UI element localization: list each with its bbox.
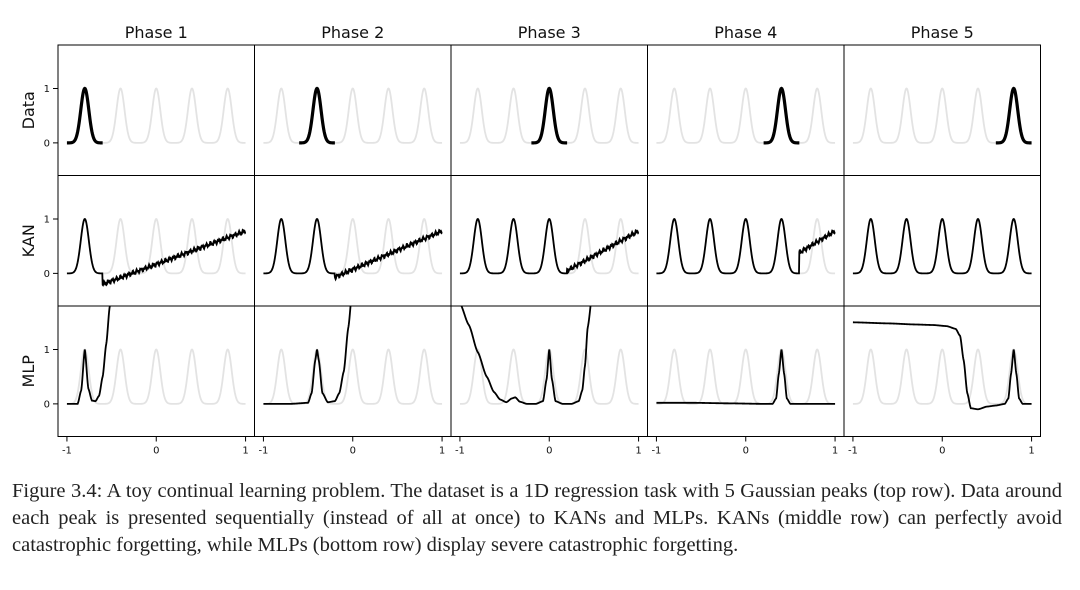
panel-border [647,305,845,437]
x-tick-label: -1 [455,446,465,457]
kan-prediction-line [263,217,443,282]
row-label-data: Data [19,91,38,129]
data-peak-line [299,86,335,145]
panel-data-phase-1 [66,86,246,145]
x-tick-label: 1 [832,446,838,457]
panel-kan-phase-5 [852,217,1032,275]
panel-border [254,305,452,437]
reference-peaks-line [852,217,1032,275]
kan-prediction-line [852,217,1032,275]
mlp-prediction-line [66,306,111,405]
reference-peaks-line [263,87,443,144]
kan-prediction-line [656,217,836,275]
x-tick-label: 0 [350,446,356,457]
panel-kan-phase-1 [66,217,247,287]
panel-data-phase-2 [263,86,443,145]
reference-peaks-line [459,87,639,144]
panel-kan-phase-2 [263,217,443,282]
column-title-phase-4: Phase 4 [714,23,777,42]
panel-border [450,305,648,437]
panel-border [647,44,845,176]
panel-mlp-phase-2 [263,306,443,405]
mlp-prediction-line [852,321,1032,411]
y-tick-label: 1 [44,84,50,95]
reference-peaks-line [852,348,1032,405]
reference-peaks-line [656,87,836,144]
x-tick-label: -1 [848,446,858,457]
kan-prediction-line [459,217,640,275]
x-tick-label: 1 [439,446,445,457]
data-peak-line [763,86,800,145]
x-tick-label: -1 [258,446,268,457]
continual-learning-figure: Phase 1 Phase 2 Phase 3 Phase 4 Phase 5 Data K… [19,23,1041,457]
x-tick-label: 0 [546,446,552,457]
reference-peaks-line [656,348,836,405]
x-tick-label: -1 [62,446,72,457]
panel-border [843,175,1041,307]
reference-peaks-line [263,217,443,275]
y-tick-label: 0 [44,138,50,149]
panel-data-phase-3 [459,86,639,145]
data-peak-line [66,86,103,145]
panel-border [254,44,452,176]
column-title-phase-2: Phase 2 [321,23,384,42]
panel-mlp-phase-3 [459,306,639,405]
mlp-prediction-line [263,306,352,405]
y-tick-label: 1 [44,215,50,226]
y-tick-label: 0 [44,399,50,410]
x-tick-label: 0 [939,446,945,457]
panel-mlp-phase-1 [66,306,246,405]
mlp-prediction-line [460,306,592,405]
reference-peaks-line [66,348,246,405]
data-peak-line [531,86,568,145]
column-title-phase-5: Phase 5 [911,23,974,42]
row-label-mlp: MLP [19,355,38,388]
y-tick-label: 1 [44,345,50,356]
y-tick-label: 0 [44,269,50,280]
kan-prediction-line [66,217,247,287]
panel-data-phase-5 [852,86,1032,145]
column-title-phase-3: Phase 3 [518,23,581,42]
data-peak-line [995,86,1032,145]
panel-mlp-phase-4 [656,348,836,405]
panel-mlp-phase-5 [852,321,1032,411]
x-tick-label: 0 [743,446,749,457]
column-title-phase-1: Phase 1 [125,23,188,42]
panel-border [450,44,648,176]
panel-border [450,175,648,307]
row-label-kan: KAN [19,224,38,257]
panel-data-phase-4 [656,86,836,145]
panel-border [57,175,255,307]
x-tick-label: -1 [651,446,661,457]
x-tick-label: 0 [153,446,159,457]
panel-kan-phase-3 [459,217,640,275]
x-tick-label: 1 [635,446,641,457]
reference-peaks-line [263,348,443,405]
panel-kan-phase-4 [656,217,836,275]
figure-caption: Figure 3.4: A toy continual learning pro… [12,480,1062,556]
x-tick-label: 1 [242,446,248,457]
mlp-prediction-line [656,349,836,405]
x-tick-label: 1 [1028,446,1034,457]
panel-border [647,175,845,307]
